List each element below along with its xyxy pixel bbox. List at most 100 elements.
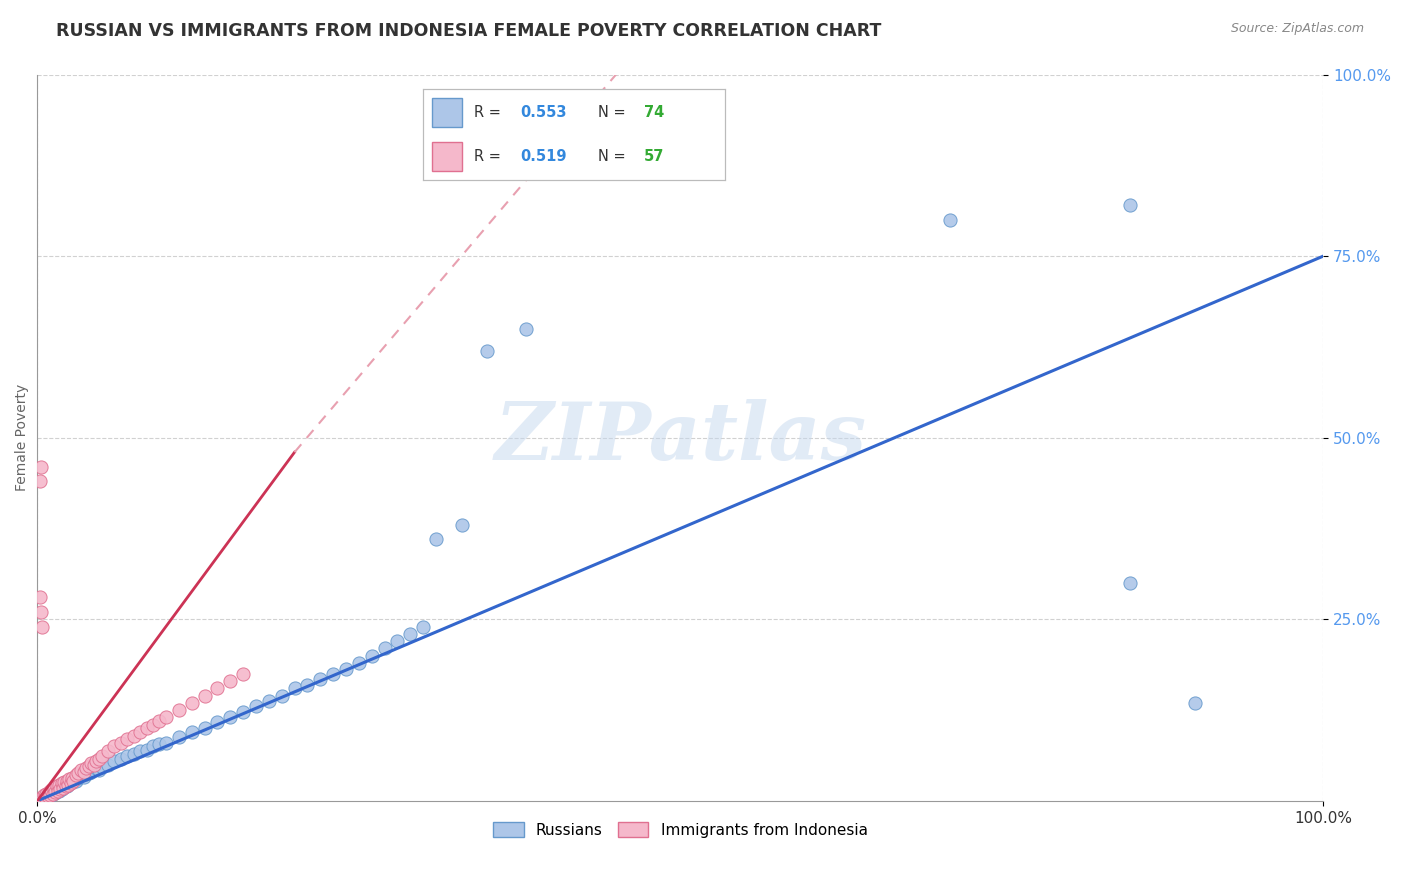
Point: [58, 772, 80, 786]
Point: [270, 689, 292, 703]
Point: [38, 785, 60, 799]
Point: [155, 736, 177, 750]
Point: [86, 754, 108, 768]
Point: [450, 517, 472, 532]
Point: [35, 787, 58, 801]
Point: [60, 775, 83, 789]
Point: [48, 778, 70, 792]
Point: [90, 748, 112, 763]
Point: [56, 779, 79, 793]
Point: [110, 736, 132, 750]
Point: [117, 732, 139, 747]
Point: [219, 710, 242, 724]
Point: [53, 780, 76, 794]
Point: [167, 703, 190, 717]
Point: [45, 780, 67, 794]
Point: [97, 757, 120, 772]
Point: [75, 767, 97, 781]
Point: [148, 714, 170, 728]
Text: ZIPatlas: ZIPatlas: [495, 399, 866, 476]
Point: [45, 784, 67, 798]
Point: [387, 634, 409, 648]
Point: [35, 788, 58, 802]
Point: [193, 689, 215, 703]
Legend: Russians, Immigrants from Indonesia: Russians, Immigrants from Indonesia: [486, 816, 873, 844]
Point: [257, 693, 280, 707]
Point: [335, 662, 357, 676]
Point: [75, 761, 97, 775]
Point: [51, 776, 73, 790]
Point: [30, 605, 52, 619]
Point: [42, 783, 65, 797]
Point: [42, 788, 65, 802]
Point: [39, 788, 62, 802]
Point: [515, 322, 537, 336]
Point: [51, 781, 73, 796]
Text: Source: ZipAtlas.com: Source: ZipAtlas.com: [1230, 22, 1364, 36]
Point: [32, 789, 55, 804]
Point: [28, 475, 51, 489]
Point: [32, 788, 55, 802]
Point: [67, 771, 90, 785]
Point: [207, 715, 229, 730]
Point: [60, 771, 83, 785]
Point: [48, 783, 70, 797]
Point: [65, 768, 87, 782]
Point: [477, 343, 499, 358]
Point: [373, 641, 395, 656]
Point: [135, 721, 157, 735]
Point: [31, 791, 53, 805]
Point: [49, 780, 72, 795]
Point: [122, 747, 145, 761]
Point: [1119, 576, 1142, 591]
Point: [41, 785, 63, 799]
Point: [44, 785, 66, 799]
Point: [360, 648, 382, 663]
Point: [148, 737, 170, 751]
Point: [180, 724, 202, 739]
Point: [155, 710, 177, 724]
Point: [37, 789, 59, 803]
Point: [86, 761, 108, 775]
Point: [46, 782, 69, 797]
Point: [59, 775, 82, 789]
Point: [83, 757, 105, 772]
Point: [297, 678, 319, 692]
Point: [34, 791, 56, 805]
Point: [67, 766, 90, 780]
Point: [58, 775, 80, 789]
Point: [70, 768, 93, 782]
Point: [939, 212, 962, 227]
Point: [31, 619, 53, 633]
Point: [80, 764, 103, 779]
Point: [180, 696, 202, 710]
Point: [1184, 696, 1206, 710]
Point: [38, 787, 60, 801]
Point: [129, 744, 152, 758]
Point: [135, 743, 157, 757]
Point: [309, 672, 332, 686]
Point: [37, 790, 59, 805]
Point: [53, 775, 76, 789]
Point: [219, 673, 242, 688]
Point: [347, 656, 370, 670]
Point: [55, 780, 77, 794]
Point: [117, 748, 139, 763]
Point: [1119, 198, 1142, 212]
Point: [52, 780, 75, 795]
Point: [207, 681, 229, 696]
Point: [97, 744, 120, 758]
Y-axis label: Female Poverty: Female Poverty: [15, 384, 30, 491]
Point: [399, 627, 422, 641]
Point: [110, 752, 132, 766]
Point: [52, 780, 75, 794]
Point: [42, 787, 65, 801]
Point: [58, 778, 80, 792]
Point: [122, 729, 145, 743]
Point: [87, 763, 110, 777]
Point: [39, 789, 62, 803]
Point: [87, 752, 110, 766]
Point: [103, 754, 125, 768]
Point: [245, 699, 267, 714]
Point: [31, 790, 53, 805]
